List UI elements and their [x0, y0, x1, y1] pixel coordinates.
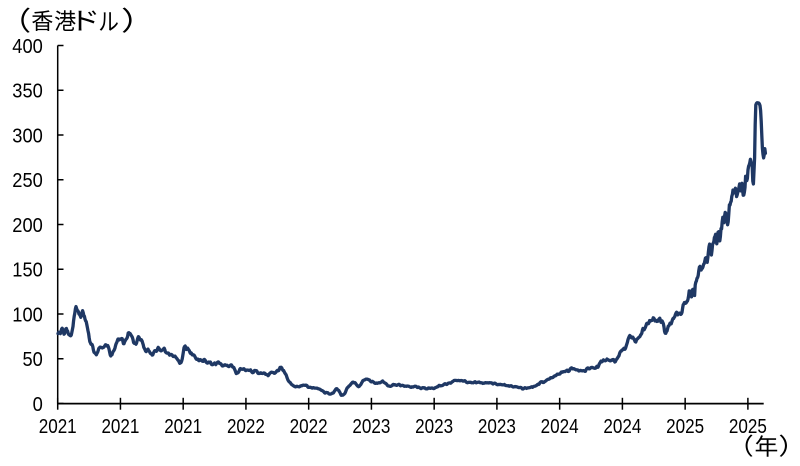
- svg-text:2023: 2023: [415, 415, 453, 438]
- svg-text:2025: 2025: [666, 415, 704, 438]
- svg-text:2024: 2024: [541, 415, 579, 438]
- svg-text:250: 250: [12, 169, 43, 192]
- svg-text:100: 100: [12, 303, 43, 326]
- svg-text:350: 350: [12, 80, 43, 103]
- svg-text:200: 200: [12, 214, 43, 237]
- svg-text:2022: 2022: [290, 415, 328, 438]
- svg-text:50: 50: [23, 348, 43, 371]
- svg-text:150: 150: [12, 259, 43, 282]
- svg-text:2023: 2023: [478, 415, 516, 438]
- svg-text:2022: 2022: [227, 415, 265, 438]
- svg-text:0: 0: [33, 393, 43, 416]
- svg-text:2024: 2024: [603, 415, 641, 438]
- svg-text:2025: 2025: [729, 415, 767, 438]
- svg-text:2021: 2021: [101, 415, 139, 438]
- svg-text:2021: 2021: [164, 415, 202, 438]
- svg-text:300: 300: [12, 124, 43, 147]
- svg-text:400: 400: [12, 35, 43, 58]
- svg-text:2021: 2021: [39, 415, 77, 438]
- svg-text:2023: 2023: [352, 415, 390, 438]
